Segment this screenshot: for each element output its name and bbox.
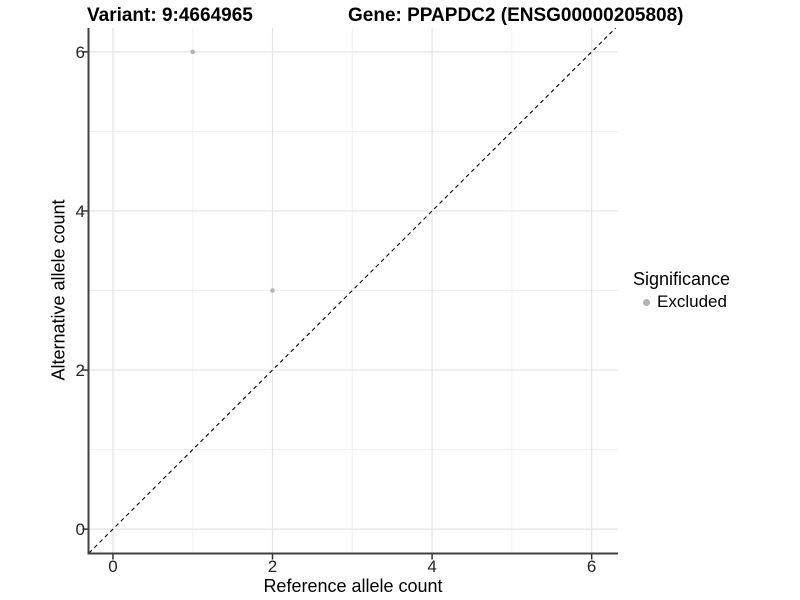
variant-title: Variant: 9:4664965: [87, 5, 253, 26]
x-tick-label: 4: [427, 557, 436, 576]
identity-dashed-line: [88, 27, 616, 554]
y-tick-label: 4: [76, 202, 85, 221]
x-tick-label: 0: [108, 557, 117, 576]
data-point: [270, 288, 275, 293]
y-tick-label: 2: [76, 361, 85, 380]
y-tick-label: 6: [76, 43, 85, 62]
x-tick-label: 2: [268, 557, 277, 576]
data-point: [190, 49, 196, 55]
legend-title: Significance: [633, 269, 731, 289]
excluded-point-swatch-icon: [643, 298, 650, 306]
legend: Significance Excluded: [633, 268, 730, 312]
x-tick-label: 6: [587, 557, 596, 576]
y-axis-title: Alternative allele count: [48, 199, 69, 381]
x-axis-title: Reference allele count: [263, 576, 443, 596]
y-tick-label: 0: [76, 520, 85, 539]
legend-item-label: Excluded: [657, 292, 727, 311]
legend-item-excluded: Excluded: [633, 292, 730, 312]
gene-title: Gene: PPAPDC2 (ENSG00000205808): [348, 5, 684, 26]
